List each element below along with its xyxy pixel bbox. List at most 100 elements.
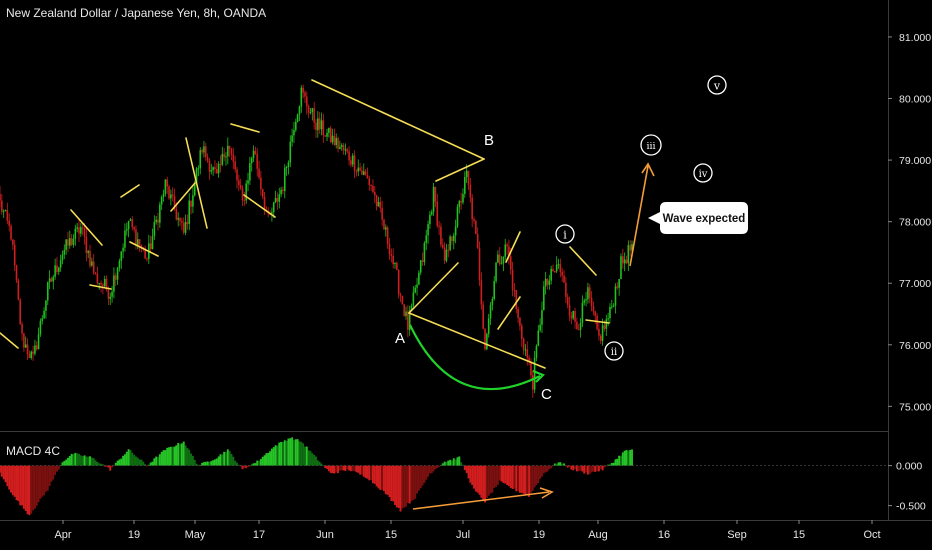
- candle-body: [498, 254, 501, 265]
- macd-bar: [394, 465, 396, 505]
- candle-body: [214, 167, 216, 170]
- candle-body: [454, 226, 457, 236]
- trend-line[interactable]: [0, 332, 19, 349]
- macd-bar: [120, 458, 123, 466]
- macd-bar: [500, 465, 503, 482]
- macd-bar: [379, 465, 382, 490]
- wave-label-iv[interactable]: iv: [693, 163, 713, 183]
- wave-label-i[interactable]: i: [555, 224, 575, 244]
- trend-line[interactable]: [497, 296, 521, 330]
- macd-bar: [504, 465, 507, 484]
- candle-body: [318, 118, 321, 130]
- wave-a-b-line[interactable]: [311, 79, 485, 160]
- macd-bar: [89, 456, 91, 466]
- wave-label-ii[interactable]: ii: [604, 341, 624, 361]
- macd-bar: [83, 455, 86, 466]
- candle-body: [500, 263, 503, 265]
- wave-label-iii-text: iii: [646, 141, 655, 152]
- wave-a-c-line[interactable]: [408, 312, 546, 369]
- macd-bar: [436, 465, 439, 468]
- candle-body: [528, 357, 530, 362]
- candle-body: [243, 200, 246, 202]
- candle-body: [386, 227, 389, 245]
- candle-body: [414, 287, 417, 293]
- candle-body: [475, 221, 477, 235]
- candle-body: [361, 170, 363, 175]
- macd-bar: [627, 450, 630, 466]
- candle-body: [282, 189, 284, 191]
- macd-bar: [553, 463, 556, 466]
- macd-bar: [342, 465, 345, 471]
- trend-line[interactable]: [243, 194, 276, 218]
- macd-bar: [190, 453, 193, 466]
- macd-bar: [489, 465, 492, 494]
- candle-body: [48, 278, 51, 283]
- candle-body: [164, 179, 167, 194]
- candle-body: [548, 280, 551, 285]
- macd-bar: [146, 465, 148, 467]
- macd-bar: [177, 442, 180, 466]
- macd-bar: [252, 463, 255, 466]
- candle-body: [434, 186, 437, 202]
- trend-line[interactable]: [185, 137, 208, 229]
- wave-drawings[interactable]: [0, 79, 610, 369]
- curved-arrow[interactable]: [409, 324, 541, 391]
- candle-body: [306, 96, 308, 107]
- candle-body: [412, 292, 415, 306]
- candle-body: [10, 225, 12, 240]
- candle-body: [4, 210, 7, 212]
- macd-bar: [430, 465, 433, 474]
- candle-body: [127, 220, 130, 230]
- trend-line[interactable]: [505, 231, 521, 263]
- callout-wave-expected[interactable]: Wave expected: [648, 202, 748, 234]
- candle-body: [280, 189, 282, 195]
- candle-body: [315, 122, 317, 131]
- macd-bar: [208, 461, 211, 466]
- macd-bar: [81, 456, 84, 466]
- trend-line[interactable]: [569, 246, 597, 276]
- trend-line[interactable]: [585, 319, 610, 324]
- candle-body: [550, 268, 552, 281]
- macd-bar: [204, 461, 207, 466]
- candle-body: [533, 357, 536, 390]
- candle-body: [381, 208, 383, 220]
- candle-body: [555, 264, 558, 272]
- macd-bar: [153, 458, 156, 466]
- candle-body: [256, 153, 259, 169]
- macd-bar: [447, 460, 450, 466]
- macd-bar: [607, 464, 610, 466]
- candle-body: [456, 206, 459, 227]
- macd-bar: [13, 465, 16, 497]
- candle-body: [28, 354, 31, 359]
- candle-body: [322, 120, 325, 136]
- candle-body: [375, 195, 378, 207]
- macd-bar: [107, 465, 110, 468]
- trend-line[interactable]: [170, 182, 196, 212]
- trend-line[interactable]: [129, 241, 159, 257]
- candle-body: [87, 250, 89, 253]
- trend-line[interactable]: [408, 262, 459, 314]
- macd-bar: [28, 465, 31, 516]
- wave-label-v[interactable]: v: [707, 75, 727, 95]
- macd-bar: [482, 465, 485, 501]
- macd-bar: [397, 465, 400, 508]
- wave-label-iii[interactable]: iii: [640, 134, 662, 156]
- trend-line[interactable]: [89, 284, 112, 290]
- macd-bar: [245, 465, 248, 469]
- projection-arrow[interactable]: [629, 165, 649, 267]
- divergence-arrow[interactable]: [412, 491, 550, 510]
- macd-bar: [564, 465, 567, 467]
- candle-body: [166, 179, 168, 187]
- trend-line[interactable]: [70, 209, 103, 246]
- macd-bar: [300, 441, 303, 466]
- trend-line[interactable]: [120, 184, 140, 198]
- macd-bar: [533, 465, 536, 488]
- candle-body: [609, 307, 611, 319]
- macd-bar: [362, 465, 365, 477]
- macd-bar: [506, 465, 509, 486]
- trend-line[interactable]: [435, 158, 485, 182]
- macd-bar: [524, 465, 527, 495]
- macd-bar: [313, 454, 316, 466]
- trend-line[interactable]: [230, 123, 260, 133]
